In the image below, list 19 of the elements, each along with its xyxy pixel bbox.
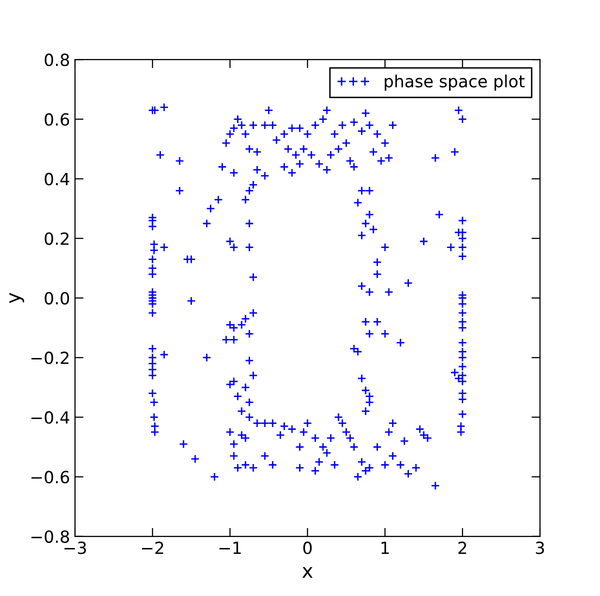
- x-axis-title: x: [302, 567, 313, 578]
- x-tick-label: 1: [382, 542, 389, 554]
- y-tick-label: 0.6: [44, 113, 70, 126]
- x-tick-label: −1: [219, 542, 241, 554]
- y-tick-label: 0.0: [44, 292, 70, 305]
- y-tick-label: 0.2: [44, 232, 68, 245]
- x-tick-label: −3: [64, 542, 86, 554]
- x-tick-label: −2: [142, 542, 164, 554]
- legend-label: phase space plot: [384, 74, 525, 91]
- y-tick-label: −0.8: [31, 530, 69, 543]
- y-axis-title: y: [9, 292, 24, 304]
- x-tick-label: 0: [303, 542, 312, 554]
- y-tick-label: 0.4: [44, 172, 70, 186]
- y-tick-label: −0.4: [31, 411, 70, 424]
- y-tick-label: −0.6: [31, 470, 70, 484]
- x-tick-label: 2: [458, 542, 466, 554]
- x-tick-label: 3: [536, 542, 544, 554]
- y-tick-label: −0.2: [31, 352, 68, 364]
- y-tick-label: 0.8: [44, 54, 69, 66]
